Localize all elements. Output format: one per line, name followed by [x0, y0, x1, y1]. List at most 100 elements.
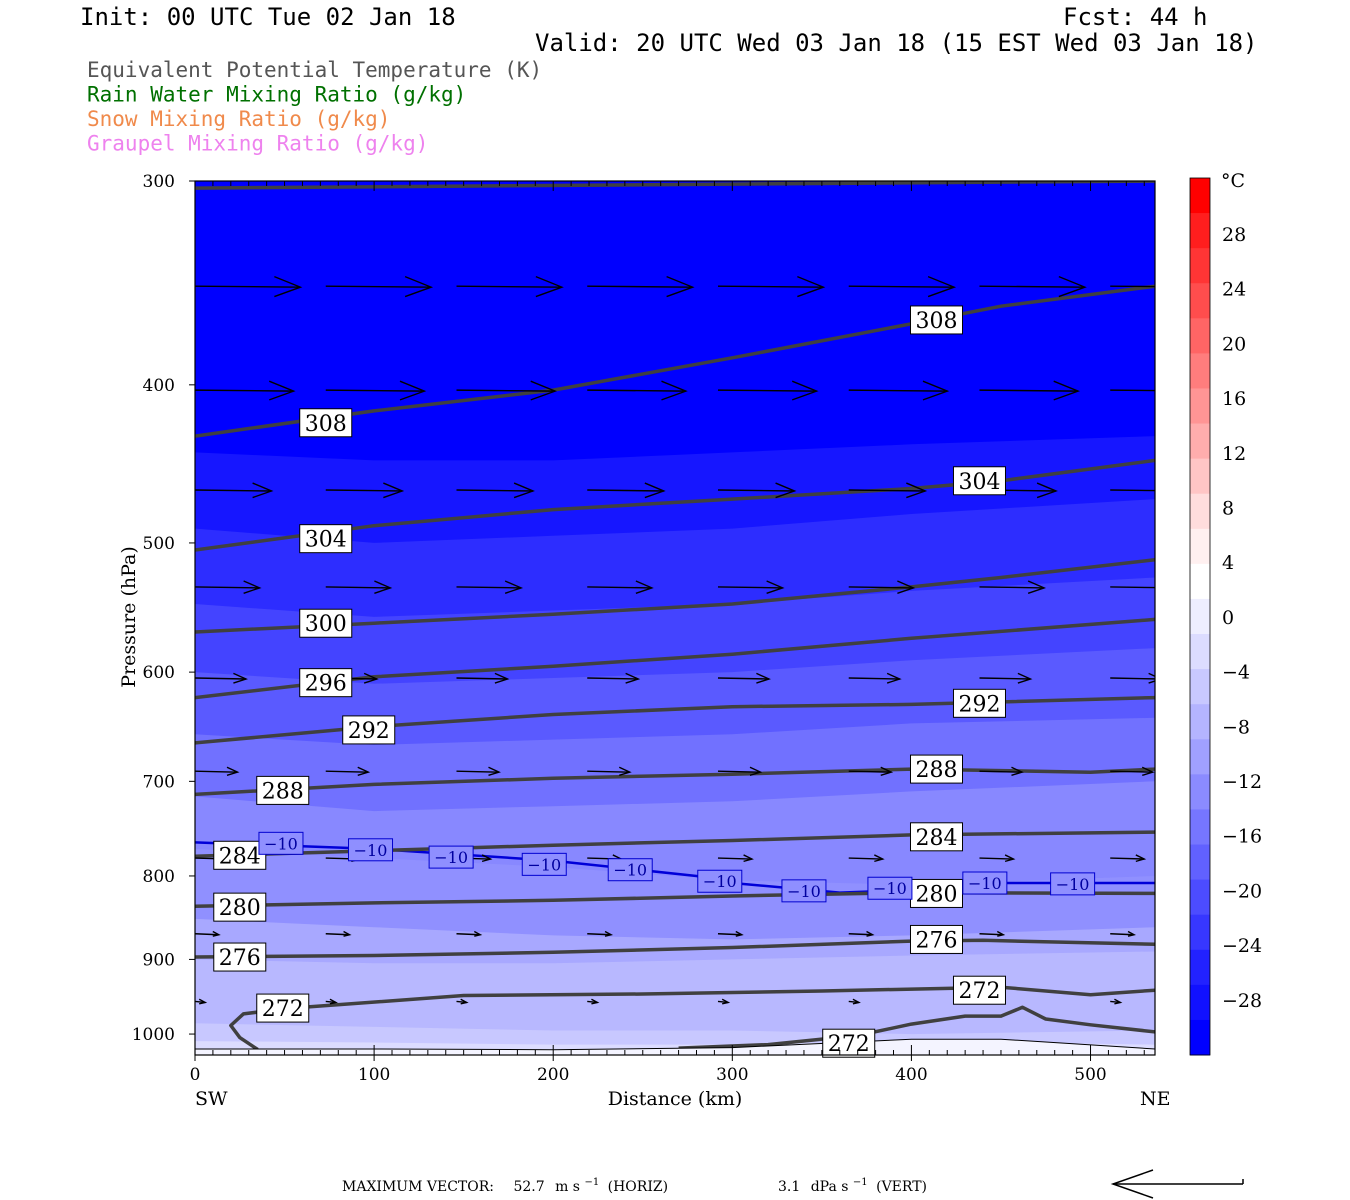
- init-time: Init: 00 UTC Tue 02 Jan 18: [80, 3, 456, 31]
- max-vector-vert-exp: −1: [853, 1177, 868, 1188]
- svg-text:272: 272: [958, 979, 1000, 1004]
- wind-vector: [717, 482, 797, 499]
- colorbar-swatch: [1190, 388, 1210, 425]
- wind-vector: [848, 380, 950, 401]
- wind-vector: [717, 766, 763, 777]
- x-tick-label: 100: [358, 1065, 390, 1085]
- wind-vector: [456, 482, 535, 499]
- colorbar-label: −20: [1222, 880, 1262, 902]
- wind-vector: [325, 380, 427, 401]
- theta-e-label: 304: [299, 524, 353, 554]
- theta-e-label: 276: [909, 924, 963, 954]
- colorbar-swatch: [1190, 458, 1210, 495]
- y-axis: 300 400 500 600 700 800 900 1000: [132, 172, 195, 1045]
- max-vector-footer: MAXIMUM VECTOR: 52.7 m s −1 (HORIZ): [342, 1173, 668, 1195]
- svg-text:−10: −10: [1056, 875, 1090, 894]
- colorbar-label: 0: [1222, 607, 1234, 629]
- wind-vector: [195, 672, 248, 684]
- theta-e-label: 284: [213, 840, 267, 870]
- x-axis: 0 100 200 300 400 500: [190, 1055, 1107, 1085]
- theta-e-label: 288: [256, 775, 310, 805]
- wind-vector: [848, 672, 902, 684]
- colorbar-swatch: [1190, 774, 1210, 810]
- below-ground: [195, 1039, 1155, 1055]
- theta-e-label: 292: [342, 715, 396, 745]
- wind-vector: [195, 930, 221, 937]
- colorbar-label: 16: [1222, 388, 1246, 410]
- y-tick-label: 900: [143, 950, 175, 970]
- colorbar-swatch: [1190, 423, 1210, 460]
- x-tick-label: 0: [190, 1065, 201, 1085]
- svg-text:272: 272: [262, 997, 304, 1022]
- svg-text:308: 308: [915, 309, 957, 334]
- legend-entry: Rain Water Mixing Ratio (g/kg): [87, 83, 466, 107]
- max-vector-vert-tag: (VERT): [876, 1179, 927, 1195]
- svg-text:276: 276: [219, 946, 261, 971]
- theta-e-label: 272: [256, 993, 310, 1023]
- wind-vector: [456, 998, 469, 1005]
- wind-vector: [979, 854, 1016, 863]
- svg-text:−10: −10: [264, 834, 298, 853]
- wind-vector: [717, 998, 731, 1005]
- colorbar-label: −16: [1222, 826, 1262, 848]
- svg-text:304: 304: [305, 528, 347, 553]
- legend-entry: Equivalent Potential Temperature (K): [87, 58, 542, 82]
- wind-vector: [717, 380, 819, 401]
- theta-e-label: 284: [909, 822, 963, 852]
- colorbar-swatch: [1190, 213, 1210, 249]
- svg-text:272: 272: [828, 1032, 870, 1057]
- colorbar-swatch: [1190, 1019, 1210, 1056]
- x-tick-label: 500: [1074, 1065, 1106, 1085]
- isotherm-label: −10: [348, 838, 394, 862]
- isotherm-label: −10: [607, 858, 653, 882]
- theta-e-line: [195, 284, 1155, 438]
- wind-vector: [587, 482, 666, 499]
- theta-e-label: 280: [909, 878, 963, 908]
- x-axis-right-end: NE: [1140, 1088, 1171, 1110]
- colorbar-swatch: [1190, 248, 1210, 284]
- max-vector-horiz-unit: m s: [555, 1179, 580, 1195]
- theta-e-label: 296: [299, 668, 353, 698]
- colorbar-label: −8: [1222, 716, 1250, 738]
- isotherm-label: −10: [521, 852, 567, 876]
- wind-vector: [587, 930, 614, 937]
- svg-text:−10: −10: [873, 879, 907, 898]
- svg-text:−10: −10: [527, 855, 561, 874]
- wind-vector: [717, 672, 771, 684]
- wind-vector: [1110, 672, 1155, 684]
- x-tick-label: 300: [716, 1065, 748, 1085]
- colorbar-swatch: [1190, 669, 1210, 705]
- y-tick-label: 400: [143, 376, 175, 396]
- isotherm-label: −10: [781, 879, 827, 903]
- wind-vector: [587, 275, 695, 298]
- wind-vector: [195, 766, 240, 777]
- svg-text:288: 288: [262, 779, 304, 804]
- colorbar-swatch: [1190, 914, 1210, 951]
- theta-e-label: 288: [909, 754, 963, 784]
- svg-text:−10: −10: [787, 882, 821, 901]
- svg-text:304: 304: [958, 470, 1000, 495]
- legend-entry: Snow Mixing Ratio (g/kg): [87, 107, 390, 131]
- svg-text:292: 292: [348, 719, 390, 744]
- isotherm-label: −10: [962, 871, 1008, 895]
- wind-vector: [979, 930, 1006, 937]
- wind-vector: [717, 854, 754, 863]
- colorbar-swatch: [1190, 809, 1210, 846]
- y-tick-label: 500: [143, 534, 175, 554]
- max-vector-horiz-exp: −1: [584, 1177, 599, 1188]
- colorbar-swatch: [1190, 739, 1210, 775]
- reference-vector-arrow: [1110, 1169, 1244, 1199]
- y-tick-label: 1000: [132, 1025, 175, 1045]
- wind-vector: [717, 275, 826, 298]
- wind-vector: [456, 380, 558, 401]
- wind-vector: [587, 998, 600, 1005]
- colorbar-swatch: [1190, 493, 1210, 530]
- colorbar-frame: [1189, 177, 1211, 1056]
- isotherm-label: −10: [867, 876, 913, 900]
- colorbar-label: 20: [1222, 333, 1246, 355]
- wind-vector: [1110, 930, 1136, 937]
- svg-text:−10: −10: [968, 874, 1002, 893]
- wind-vector: [456, 766, 501, 777]
- wind-vector: [587, 672, 641, 684]
